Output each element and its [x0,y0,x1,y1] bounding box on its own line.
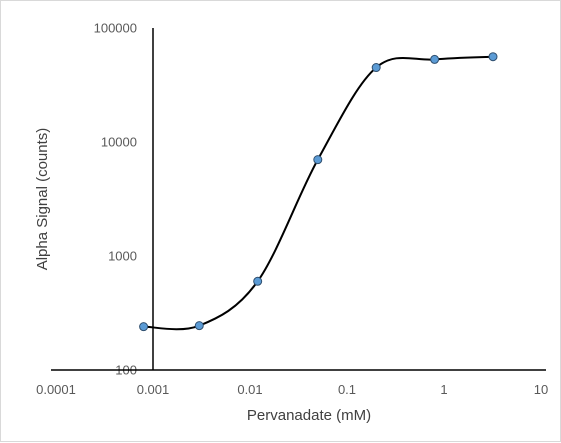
fit-curve [143,55,494,331]
x-tick-label: 1 [440,382,447,397]
data-point [430,54,440,64]
y-axis-title: Alpha Signal (counts) [34,128,51,271]
x-tick-label: 10 [534,382,548,397]
data-point [194,321,204,331]
y-tick-label: 1000 [108,249,137,264]
data-point [488,52,498,62]
y-tick-label: 100000 [94,21,137,36]
data-point [253,276,263,286]
x-tick-label: 0.01 [237,382,262,397]
x-tick-label: 0.1 [338,382,356,397]
data-point [313,155,323,165]
data-point [371,63,381,73]
x-axis-title: Pervanadate (mM) [247,407,371,424]
x-tick-label: 0.001 [137,382,170,397]
x-tick-labels: 0.0001 0.001 0.01 0.1 1 10 [36,382,548,397]
y-tick-label: 10000 [101,135,137,150]
data-point [139,322,149,332]
x-tick-label: 0.0001 [36,382,76,397]
data-points [139,52,498,332]
